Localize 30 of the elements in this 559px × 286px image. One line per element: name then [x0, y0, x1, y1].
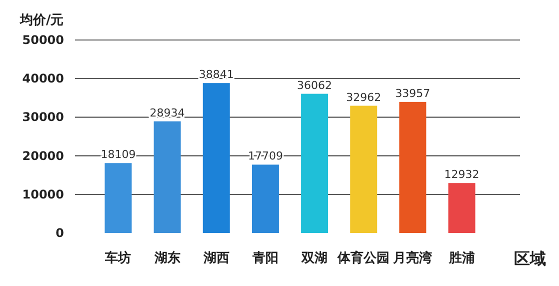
data-label: 32962: [346, 90, 382, 104]
bar: [301, 94, 328, 233]
bar: [154, 121, 181, 233]
x-tick-label: 湖东: [153, 250, 180, 266]
x-tick-label: 月亮湾: [392, 250, 432, 266]
x-tick-label: 青阳: [251, 251, 278, 266]
x-tick-label: 双湖: [300, 251, 328, 266]
y-axis-title: 均价/元: [19, 13, 64, 28]
bar: [202, 83, 230, 233]
y-tick-label: 0: [56, 226, 64, 240]
data-label: 33957: [395, 86, 430, 100]
y-tick-label: 30000: [22, 110, 64, 124]
y-tick-label: 40000: [22, 72, 64, 86]
bar: [399, 102, 426, 233]
bar: [104, 163, 132, 233]
bar: [252, 164, 279, 233]
data-label: 36062: [297, 78, 332, 92]
x-tick-label: 胜浦: [448, 251, 475, 266]
y-tick-label: 50000: [22, 33, 64, 47]
x-tick-label: 湖西: [202, 251, 230, 266]
x-tick-label: 车坊: [104, 250, 132, 266]
x-tick-label: 体育公园: [336, 250, 390, 266]
data-label: 12932: [444, 168, 480, 182]
bar: [448, 183, 476, 233]
bar: [350, 106, 378, 233]
data-label: 38841: [198, 68, 234, 82]
y-tick-label: 10000: [22, 187, 64, 202]
y-tick-label: 20000: [22, 148, 64, 163]
x-axis-title: 区域: [514, 249, 546, 268]
data-label: 28934: [150, 106, 185, 120]
